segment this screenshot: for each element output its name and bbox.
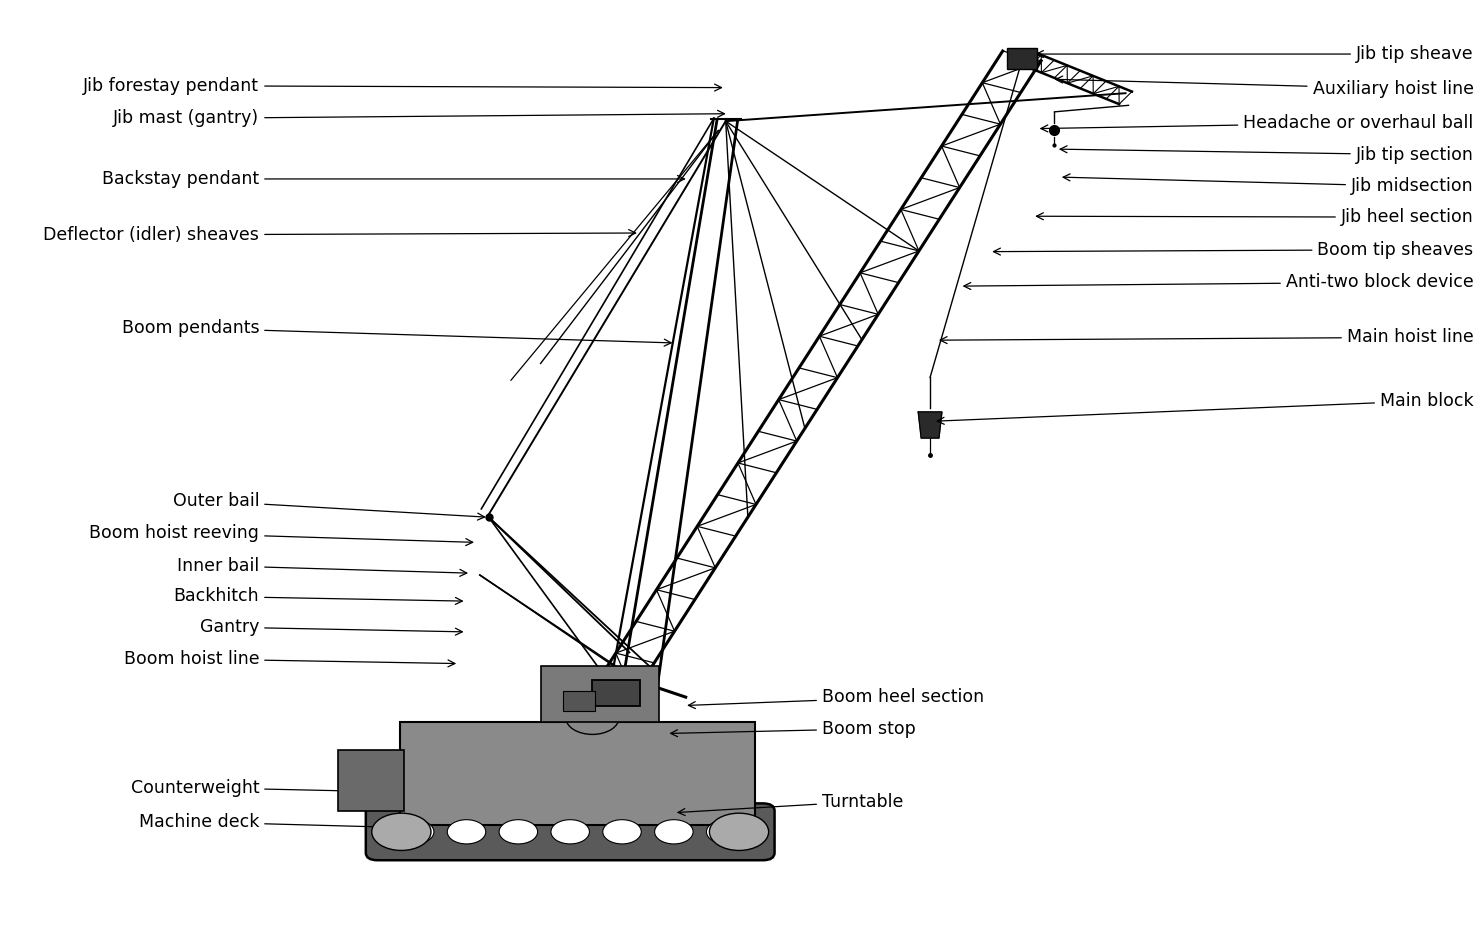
Text: Main block: Main block — [937, 391, 1474, 424]
Text: Backhitch: Backhitch — [173, 587, 462, 606]
Circle shape — [566, 701, 619, 734]
Text: Auxiliary hoist line: Auxiliary hoist line — [1056, 76, 1474, 98]
Text: Turntable: Turntable — [678, 792, 903, 816]
Text: Jib tip section: Jib tip section — [1060, 145, 1474, 164]
Text: Headache or overhaul ball: Headache or overhaul ball — [1041, 114, 1474, 132]
Text: Main hoist line: Main hoist line — [940, 328, 1474, 347]
Text: Boom tip sheaves: Boom tip sheaves — [994, 240, 1474, 259]
Text: Gantry: Gantry — [200, 618, 462, 637]
Bar — [400, 722, 755, 825]
Text: Boom pendants: Boom pendants — [121, 319, 671, 346]
Text: Jib heel section: Jib heel section — [1037, 208, 1474, 226]
Circle shape — [709, 813, 769, 850]
Circle shape — [447, 820, 486, 844]
Text: Jib mast (gantry): Jib mast (gantry) — [113, 109, 724, 128]
Polygon shape — [918, 412, 942, 438]
Circle shape — [706, 820, 745, 844]
Text: Inner bail: Inner bail — [176, 556, 467, 576]
Text: Deflector (idler) sheaves: Deflector (idler) sheaves — [43, 226, 635, 244]
Bar — [541, 666, 659, 722]
Circle shape — [499, 820, 538, 844]
Text: Counterweight: Counterweight — [130, 778, 401, 797]
Bar — [563, 691, 595, 711]
Text: Jib forestay pendant: Jib forestay pendant — [83, 76, 721, 95]
FancyBboxPatch shape — [366, 803, 775, 860]
Text: Boom stop: Boom stop — [671, 720, 915, 738]
Bar — [592, 680, 640, 706]
Text: Anti-two block device: Anti-two block device — [964, 273, 1474, 292]
Text: Jib midsection: Jib midsection — [1063, 174, 1474, 196]
Text: Outer bail: Outer bail — [173, 492, 484, 520]
Circle shape — [395, 820, 434, 844]
Text: Boom hoist reeving: Boom hoist reeving — [89, 524, 472, 545]
Text: Boom hoist line: Boom hoist line — [123, 650, 455, 668]
Circle shape — [551, 820, 589, 844]
Bar — [338, 750, 404, 811]
Text: Boom heel section: Boom heel section — [689, 688, 983, 708]
Bar — [1007, 48, 1037, 69]
Text: Backstay pendant: Backstay pendant — [102, 170, 684, 188]
Text: Machine deck: Machine deck — [139, 813, 401, 831]
Text: Jib tip sheave: Jib tip sheave — [1037, 45, 1474, 63]
Circle shape — [655, 820, 693, 844]
Circle shape — [372, 813, 431, 850]
Circle shape — [603, 820, 641, 844]
